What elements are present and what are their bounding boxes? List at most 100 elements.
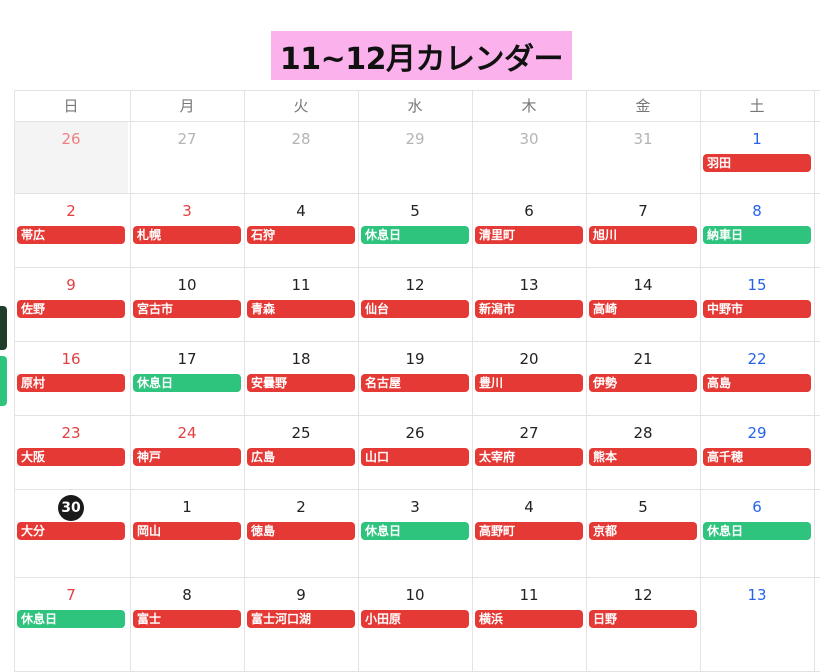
- day-cell[interactable]: 27 太宰府: [472, 415, 586, 489]
- event-chip[interactable]: 原村: [17, 374, 125, 392]
- day-cell[interactable]: 21 伊勢: [586, 341, 700, 415]
- day-cell[interactable]: 8 富士: [130, 577, 244, 671]
- event-chip[interactable]: 高千穂: [703, 448, 811, 466]
- day-cell[interactable]: 25 広島: [244, 415, 358, 489]
- event-chip[interactable]: 徳島: [247, 522, 355, 540]
- day-cell[interactable]: 9 佐野: [14, 267, 128, 341]
- event-chip[interactable]: 中野市: [703, 300, 811, 318]
- event-chip[interactable]: 富士河口湖: [247, 610, 355, 628]
- day-cell[interactable]: 6 清里町: [472, 193, 586, 267]
- day-number: 10: [405, 586, 425, 604]
- event-chip[interactable]: 納車日: [703, 226, 811, 244]
- event-chip[interactable]: 横浜: [475, 610, 583, 628]
- day-cell[interactable]: 13: [700, 577, 814, 671]
- event-chip[interactable]: 富士: [133, 610, 241, 628]
- day-cell[interactable]: 2 徳島: [244, 489, 358, 577]
- day-number: 9: [296, 586, 306, 604]
- day-number: 12: [633, 586, 653, 604]
- side-tab-green[interactable]: [0, 356, 7, 406]
- day-cell[interactable]: 11 青森: [244, 267, 358, 341]
- event-chip[interactable]: 仙台: [361, 300, 469, 318]
- day-cell[interactable]: 20 豊川: [472, 341, 586, 415]
- day-cell[interactable]: 18 安曇野: [244, 341, 358, 415]
- event-chip[interactable]: 広島: [247, 448, 355, 466]
- day-cell[interactable]: 26: [14, 121, 128, 193]
- day-cell[interactable]: 4 高野町: [472, 489, 586, 577]
- event-chip[interactable]: 小田原: [361, 610, 469, 628]
- grid-line: [14, 90, 820, 91]
- day-cell[interactable]: 28 熊本: [586, 415, 700, 489]
- event-chip[interactable]: 大分: [17, 522, 125, 540]
- event-chip[interactable]: 高崎: [589, 300, 697, 318]
- day-cell[interactable]: 27: [130, 121, 244, 193]
- day-cell[interactable]: 29 高千穂: [700, 415, 814, 489]
- day-cell[interactable]: 12 日野: [586, 577, 700, 671]
- event-chip[interactable]: 日野: [589, 610, 697, 628]
- day-cell[interactable]: 13 新潟市: [472, 267, 586, 341]
- day-cell[interactable]: 11 横浜: [472, 577, 586, 671]
- day-cell[interactable]: 6 休息日: [700, 489, 814, 577]
- day-cell[interactable]: 5 休息日: [358, 193, 472, 267]
- event-chip[interactable]: 羽田: [703, 154, 811, 172]
- day-cell[interactable]: 1 羽田: [700, 121, 814, 193]
- grid-line: [14, 193, 820, 194]
- day-cell[interactable]: 16 原村: [14, 341, 128, 415]
- day-cell[interactable]: 17 休息日: [130, 341, 244, 415]
- day-number: 27: [519, 424, 539, 442]
- event-chip[interactable]: 休息日: [361, 226, 469, 244]
- event-chip[interactable]: 熊本: [589, 448, 697, 466]
- event-chip[interactable]: 旭川: [589, 226, 697, 244]
- day-cell[interactable]: 7 休息日: [14, 577, 128, 671]
- event-chip[interactable]: 安曇野: [247, 374, 355, 392]
- day-cell[interactable]: 28: [244, 121, 358, 193]
- day-cell[interactable]: 8 納車日: [700, 193, 814, 267]
- event-chip[interactable]: 高野町: [475, 522, 583, 540]
- day-cell[interactable]: 26 山口: [358, 415, 472, 489]
- day-cell[interactable]: 30 大分: [14, 489, 128, 577]
- event-chip[interactable]: 休息日: [703, 522, 811, 540]
- event-chip[interactable]: 太宰府: [475, 448, 583, 466]
- event-chip[interactable]: 京都: [589, 522, 697, 540]
- day-cell[interactable]: 5 京都: [586, 489, 700, 577]
- event-chip[interactable]: 宮古市: [133, 300, 241, 318]
- event-chip[interactable]: 休息日: [361, 522, 469, 540]
- event-chip[interactable]: 石狩: [247, 226, 355, 244]
- event-chip[interactable]: 休息日: [133, 374, 241, 392]
- side-tab-dark[interactable]: [0, 306, 7, 350]
- day-cell[interactable]: 10 小田原: [358, 577, 472, 671]
- day-cell[interactable]: 12 仙台: [358, 267, 472, 341]
- day-cell[interactable]: 22 高島: [700, 341, 814, 415]
- day-cell[interactable]: 19 名古屋: [358, 341, 472, 415]
- day-cell[interactable]: 30: [472, 121, 586, 193]
- event-chip[interactable]: 休息日: [17, 610, 125, 628]
- event-chip[interactable]: 大阪: [17, 448, 125, 466]
- event-chip[interactable]: 高島: [703, 374, 811, 392]
- event-chip[interactable]: 伊勢: [589, 374, 697, 392]
- day-cell[interactable]: 24 神戸: [130, 415, 244, 489]
- day-cell[interactable]: 14 高崎: [586, 267, 700, 341]
- event-chip[interactable]: 神戸: [133, 448, 241, 466]
- day-number: 7: [638, 202, 648, 220]
- event-chip[interactable]: 山口: [361, 448, 469, 466]
- day-cell[interactable]: 29: [358, 121, 472, 193]
- event-chip[interactable]: 帯広: [17, 226, 125, 244]
- day-cell[interactable]: 23 大阪: [14, 415, 128, 489]
- day-cell[interactable]: 9 富士河口湖: [244, 577, 358, 671]
- day-cell[interactable]: 3 休息日: [358, 489, 472, 577]
- event-chip[interactable]: 新潟市: [475, 300, 583, 318]
- event-chip[interactable]: 青森: [247, 300, 355, 318]
- day-cell[interactable]: 15 中野市: [700, 267, 814, 341]
- day-cell[interactable]: 3 札幌: [130, 193, 244, 267]
- event-chip[interactable]: 豊川: [475, 374, 583, 392]
- event-chip[interactable]: 名古屋: [361, 374, 469, 392]
- day-cell[interactable]: 2 帯広: [14, 193, 128, 267]
- event-chip[interactable]: 岡山: [133, 522, 241, 540]
- event-chip[interactable]: 佐野: [17, 300, 125, 318]
- day-cell[interactable]: 4 石狩: [244, 193, 358, 267]
- event-chip[interactable]: 清里町: [475, 226, 583, 244]
- event-chip[interactable]: 札幌: [133, 226, 241, 244]
- day-cell[interactable]: 31: [586, 121, 700, 193]
- day-cell[interactable]: 7 旭川: [586, 193, 700, 267]
- day-cell[interactable]: 10 宮古市: [130, 267, 244, 341]
- day-cell[interactable]: 1 岡山: [130, 489, 244, 577]
